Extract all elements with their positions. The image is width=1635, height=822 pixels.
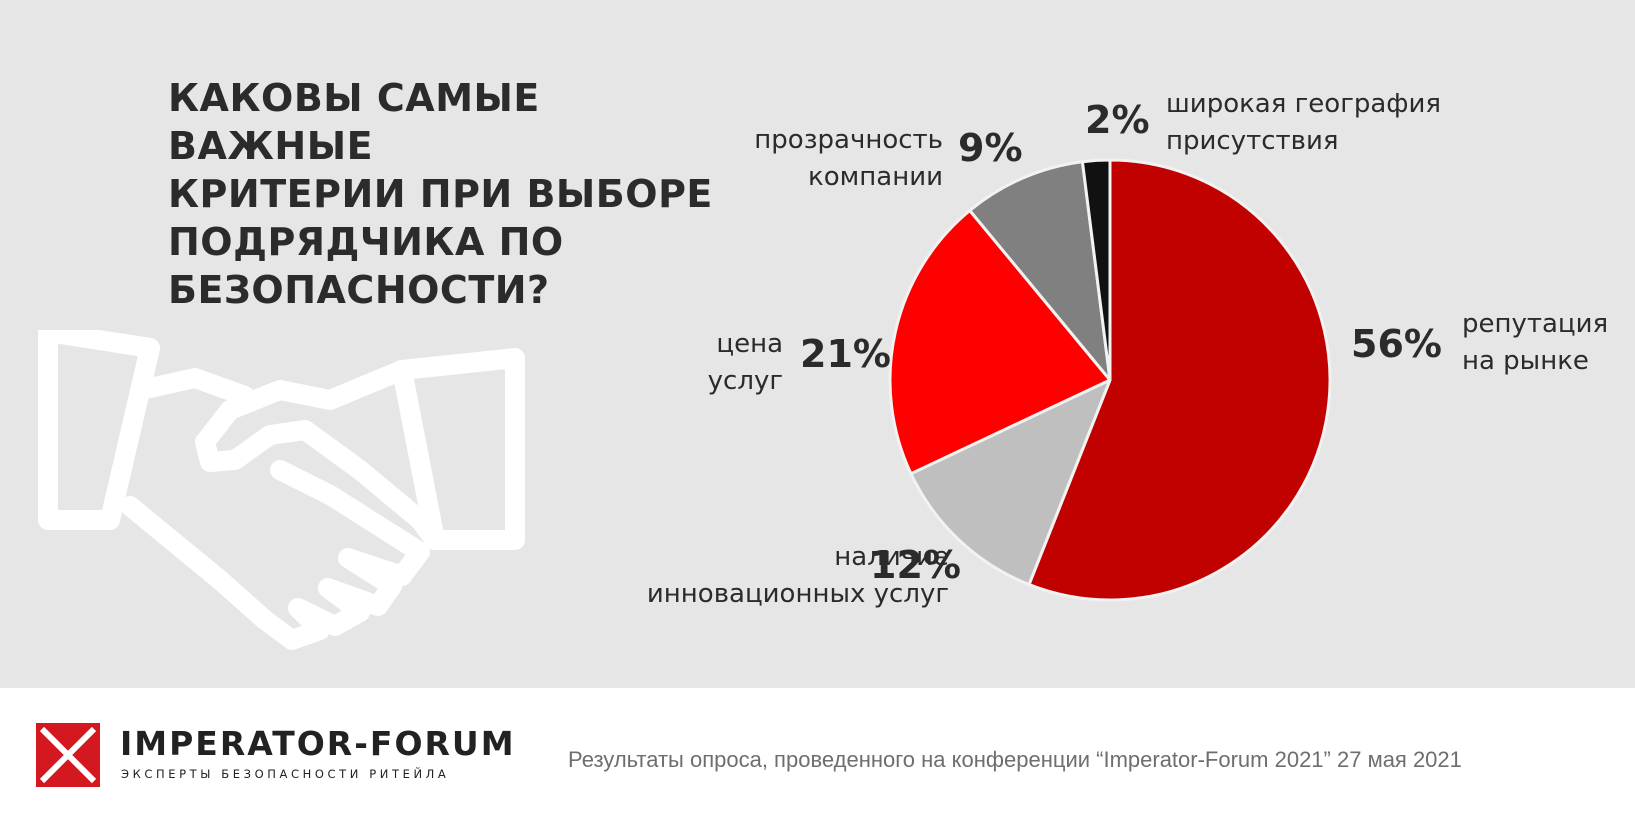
infographic-panel: КАКОВЫ САМЫЕ ВАЖНЫЕ КРИТЕРИИ ПРИ ВЫБОРЕ … — [0, 0, 1635, 688]
handshake-icon — [38, 330, 525, 650]
slice-percent-geography: 2% — [1085, 100, 1150, 140]
slice-text: прозрачность компании — [754, 122, 943, 196]
slice-percent: 56% — [1351, 322, 1442, 366]
slice-percent-price: 21% — [800, 334, 891, 374]
title-line: КРИТЕРИИ ПРИ ВЫБОРЕ — [168, 172, 713, 216]
slice-percent-transparency: 9% — [958, 128, 1023, 168]
slice-percent-innovation: 12% — [870, 545, 961, 585]
slice-text-line: цена — [716, 329, 783, 359]
slice-label-transparency: прозрачность компании — [754, 122, 943, 196]
slice-percent: 21% — [800, 332, 891, 376]
slice-text-line: услуг — [707, 366, 783, 396]
slice-text-line: широкая география — [1166, 89, 1442, 119]
slice-percent: 12% — [870, 543, 961, 587]
slice-label-price: цена услуг — [708, 326, 783, 400]
survey-footnote: Результаты опроса, проведенного на конфе… — [568, 747, 1462, 772]
pie-chart — [888, 158, 1332, 602]
pie-slice-price — [888, 208, 1112, 476]
footer: IMPERATOR-FORUM ЭКСПЕРТЫ БЕЗОПАСНОСТИ РИ… — [0, 688, 1635, 822]
title-line: КАКОВЫ САМЫЕ ВАЖНЫЕ — [168, 76, 540, 168]
slice-text: широкая география присутствия — [1166, 86, 1441, 160]
slice-text-line: инновационных услуг — [646, 579, 949, 609]
pie-slice-innovation — [909, 378, 1112, 587]
slice-text-line: компании — [808, 162, 943, 192]
brand-tagline: ЭКСПЕРТЫ БЕЗОПАСНОСТИ РИТЕЙЛА — [121, 767, 450, 781]
slice-text-line: наличие — [834, 542, 949, 572]
pie-slice-reputation — [1027, 158, 1332, 602]
title-line: ПОДРЯДЧИКА ПО — [168, 220, 564, 264]
slice-label-geography: широкая география присутствия — [1166, 86, 1441, 160]
slice-percent: 2% — [1085, 98, 1150, 142]
slice-text-line: присутствия — [1166, 126, 1339, 156]
slice-text: репутация на рынке — [1462, 306, 1608, 380]
slice-text-line: на рынке — [1461, 346, 1589, 376]
pie-slice-transparency — [968, 160, 1112, 382]
slice-text-line: прозрачность — [754, 125, 943, 155]
slice-text-line: репутация — [1461, 309, 1609, 339]
chart-title: КАКОВЫ САМЫЕ ВАЖНЫЕ КРИТЕРИИ ПРИ ВЫБОРЕ … — [168, 74, 728, 314]
slice-text: наличие инновационных услуг — [647, 539, 949, 613]
pie-slice-geography — [1080, 158, 1112, 382]
slice-label-reputation: 56% репутация на рынке — [1351, 306, 1608, 380]
slice-label-innovation: наличие инновационных услуг — [647, 539, 949, 613]
imperator-forum-logo-icon — [36, 723, 100, 787]
slice-percent: 9% — [958, 126, 1023, 170]
title-line: БЕЗОПАСНОСТИ? — [168, 268, 550, 312]
brand-name: IMPERATOR-FORUM — [120, 724, 516, 763]
slice-text: цена услуг — [708, 326, 783, 400]
